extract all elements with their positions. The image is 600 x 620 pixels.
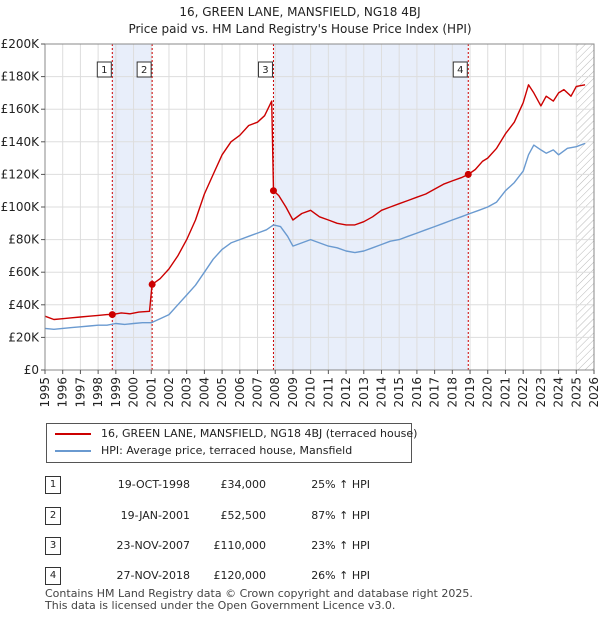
x-tick-label: 2024 (552, 377, 566, 408)
x-tick-label: 2002 (162, 377, 176, 408)
series-line (44, 142, 586, 330)
y-tick-label: £120K (1, 167, 41, 181)
x-tick-label: 2005 (215, 377, 229, 408)
sale-marker-label: 3 (262, 65, 268, 76)
sale-hpi-delta: 25% ↑ HPI (311, 478, 370, 491)
series-line (44, 84, 586, 321)
x-tick-label: 2023 (534, 377, 548, 408)
sale-marker-label: 1 (101, 65, 107, 76)
sale-hpi-delta: 87% ↑ HPI (311, 509, 370, 522)
sale-markers (108, 170, 472, 319)
series-lines (44, 84, 586, 330)
sale-hpi-delta: 23% ↑ HPI (311, 539, 370, 552)
y-tick-label: £60K (8, 265, 40, 279)
sale-price: £120,000 (213, 569, 267, 582)
y-tick-label: £20K (8, 330, 40, 344)
sale-price: £34,000 (220, 478, 267, 491)
sale-marker (148, 280, 156, 288)
sale-number: 4 (45, 567, 61, 585)
x-tick-label: 2022 (516, 377, 530, 408)
chart-subtitle: Price paid vs. HM Land Registry's House … (128, 22, 471, 36)
table-row: 4 27-NOV-2018 £120,000 26% ↑ HPI (0, 567, 600, 587)
x-axis-ticks: 1995 1996 1997 1998 1999 2000 2001 2002 2003 2004… (38, 370, 600, 408)
y-tick-label: £40K (8, 298, 40, 312)
x-tick-label: 2012 (339, 377, 353, 408)
x-tick-label: 2014 (375, 377, 389, 408)
sale-date: 27-NOV-2018 (116, 569, 190, 582)
x-tick-label: 1997 (73, 377, 87, 408)
x-tick-label: 2026 (587, 377, 600, 408)
table-row: 2 19-JAN-2001 £52,500 87% ↑ HPI (0, 507, 600, 527)
sale-marker (269, 187, 277, 195)
x-tick-label: 1998 (91, 377, 105, 408)
sale-marker-label-box (257, 61, 273, 78)
x-tick-label: 1996 (56, 377, 70, 408)
x-tick-label: 2003 (180, 377, 194, 408)
x-tick-label: 1999 (109, 377, 123, 408)
footer-line-2: This data is licensed under the Open Gov… (45, 599, 396, 612)
sale-marker (108, 311, 116, 319)
price-chart: 16, GREEN LANE, MANSFIELD, NG18 4BJ Pric… (1, 5, 600, 408)
table-row: 3 23-NOV-2007 £110,000 23% ↑ HPI (0, 537, 600, 557)
x-tick-label: 2000 (127, 377, 141, 408)
x-tick-label: 2006 (233, 377, 247, 408)
y-tick-label: £180K (1, 70, 41, 84)
sale-number: 1 (45, 476, 61, 494)
sale-marker-label: 2 (141, 65, 147, 76)
sale-marker-labels: 1 2 3 4 (96, 61, 468, 78)
x-tick-label: 2001 (144, 377, 158, 408)
x-tick-label: 2008 (268, 377, 282, 408)
x-tick-label: 2017 (428, 377, 442, 408)
sale-date: 19-JAN-2001 (120, 509, 190, 522)
sale-number: 2 (45, 507, 61, 525)
sale-date: 23-NOV-2007 (116, 539, 190, 552)
sale-marker-label-box (136, 61, 152, 78)
x-tick-label: 2010 (304, 377, 318, 408)
x-tick-label: 2007 (251, 377, 265, 408)
footer-note: Contains HM Land Registry data © Crown c… (45, 588, 473, 612)
legend-swatch-red (55, 433, 91, 435)
table-row: 1 19-OCT-1998 £34,000 25% ↑ HPI (0, 476, 600, 496)
x-tick-label: 2025 (569, 377, 583, 408)
legend-item-hpi: HPI: Average price, terraced house, Mans… (55, 443, 352, 459)
x-tick-label: 2020 (481, 377, 495, 408)
sale-price: £110,000 (213, 539, 267, 552)
x-tick-label: 2009 (286, 377, 300, 408)
x-tick-label: 2011 (321, 377, 335, 408)
legend: 16, GREEN LANE, MANSFIELD, NG18 4BJ (ter… (46, 423, 417, 463)
y-tick-label: £160K (1, 102, 41, 116)
x-tick-label: 2015 (392, 377, 406, 408)
x-tick-label: 2019 (463, 377, 477, 408)
x-tick-label: 1995 (38, 377, 52, 408)
legend-swatch-blue (55, 450, 91, 452)
sale-price: £52,500 (220, 509, 267, 522)
x-tick-label: 2018 (445, 377, 459, 408)
y-tick-label: £100K (1, 200, 41, 214)
legend-item-property: 16, GREEN LANE, MANSFIELD, NG18 4BJ (ter… (55, 426, 417, 442)
footer-line-1: Contains HM Land Registry data © Crown c… (45, 587, 473, 600)
sale-number: 3 (45, 537, 61, 555)
x-tick-label: 2013 (357, 377, 371, 408)
sale-marker-label-box (452, 61, 468, 78)
x-tick-label: 2016 (410, 377, 424, 408)
sale-marker-label: 4 (457, 65, 463, 76)
y-tick-label: £0 (24, 363, 39, 377)
sale-hpi-delta: 26% ↑ HPI (311, 569, 370, 582)
x-tick-label: 2004 (197, 377, 211, 408)
sale-marker (464, 170, 472, 178)
x-tick-label: 2021 (499, 377, 513, 408)
sale-marker-label-box (96, 61, 112, 78)
y-tick-label: £200K (1, 37, 41, 51)
y-tick-label: £140K (1, 135, 41, 149)
legend-label-hpi: HPI: Average price, terraced house, Mans… (101, 444, 353, 457)
y-tick-label: £80K (8, 233, 40, 247)
sale-date: 19-OCT-1998 (117, 478, 190, 491)
y-axis-ticks: £0 £20K £40K £60K £80K £100K £120K £140K £160K £1… (1, 37, 45, 377)
legend-label-property: 16, GREEN LANE, MANSFIELD, NG18 4BJ (ter… (101, 427, 418, 440)
chart-title: 16, GREEN LANE, MANSFIELD, NG18 4BJ (179, 5, 420, 19)
